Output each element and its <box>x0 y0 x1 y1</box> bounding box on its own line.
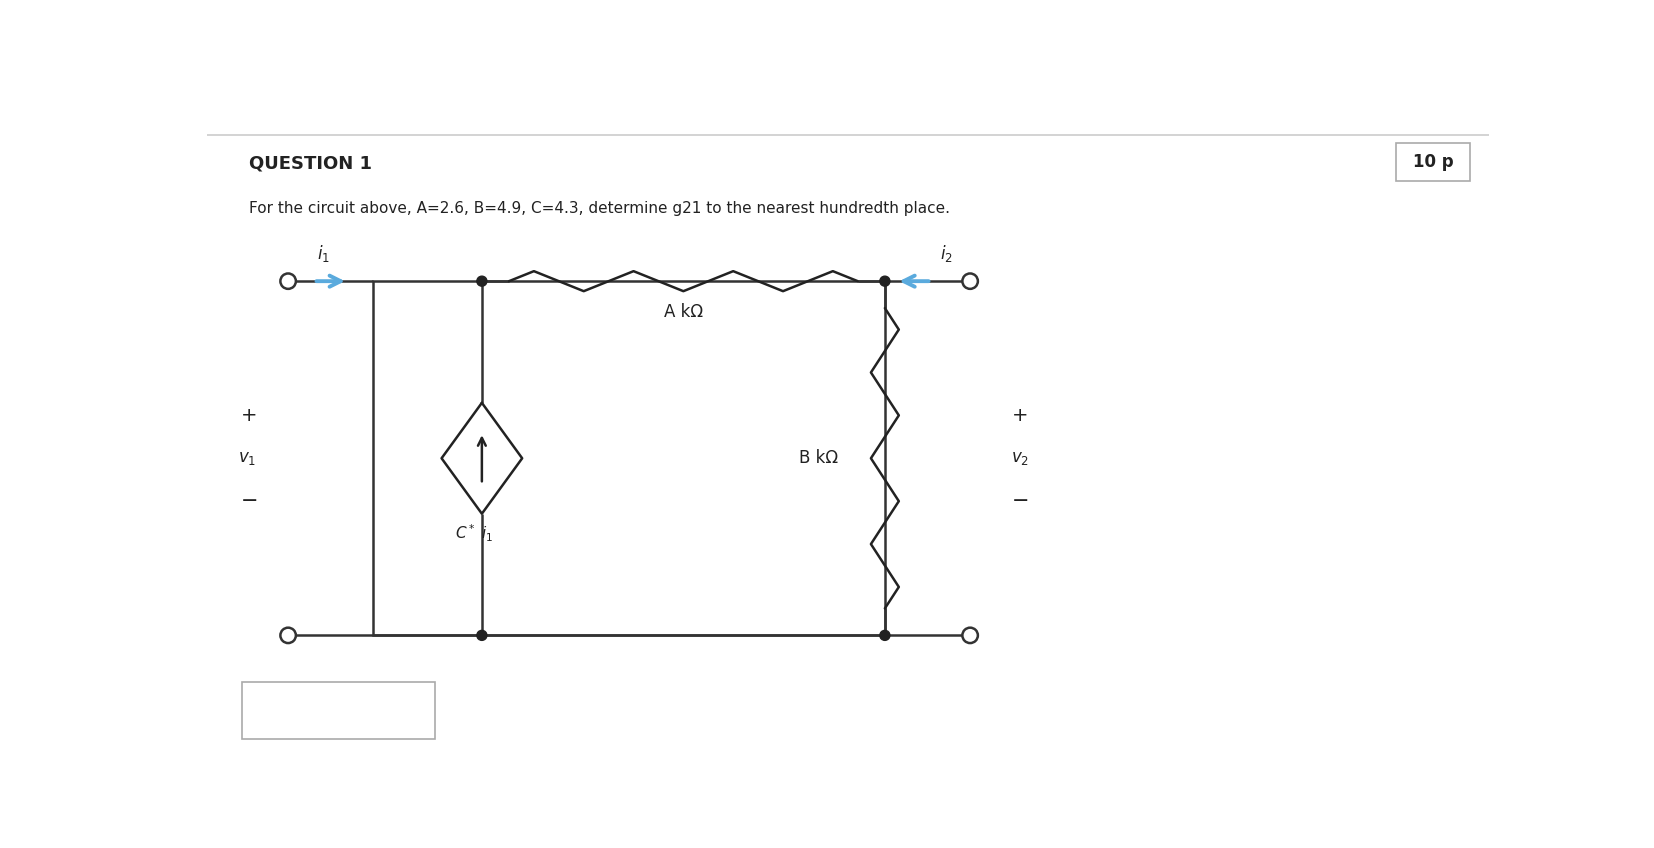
Text: $i_2$: $i_2$ <box>941 243 953 265</box>
Bar <box>241 682 435 739</box>
Text: −: − <box>240 491 258 510</box>
Text: $i_1$: $i_1$ <box>316 243 329 265</box>
Text: $v_1$: $v_1$ <box>238 449 256 467</box>
Text: A kΩ: A kΩ <box>663 303 703 321</box>
Text: −: − <box>1012 491 1029 510</box>
Text: QUESTION 1: QUESTION 1 <box>250 154 372 172</box>
Circle shape <box>476 276 486 286</box>
Bar <box>1396 142 1470 181</box>
Circle shape <box>963 273 978 289</box>
Text: For the circuit above, A=2.6, B=4.9, C=4.3, determine g21 to the nearest hundred: For the circuit above, A=2.6, B=4.9, C=4… <box>250 200 951 215</box>
Circle shape <box>880 630 890 640</box>
Text: $v_2$: $v_2$ <box>1012 449 1029 467</box>
Text: 10 p: 10 p <box>1413 153 1454 170</box>
Text: $C^*\ i_1$: $C^*\ i_1$ <box>455 523 493 544</box>
Text: B kΩ: B kΩ <box>799 449 839 467</box>
Circle shape <box>476 630 486 640</box>
Circle shape <box>281 273 296 289</box>
Text: +: + <box>241 406 258 426</box>
Text: +: + <box>1012 406 1029 426</box>
Circle shape <box>880 276 890 286</box>
Circle shape <box>963 628 978 643</box>
Circle shape <box>281 628 296 643</box>
Bar <box>374 282 885 635</box>
